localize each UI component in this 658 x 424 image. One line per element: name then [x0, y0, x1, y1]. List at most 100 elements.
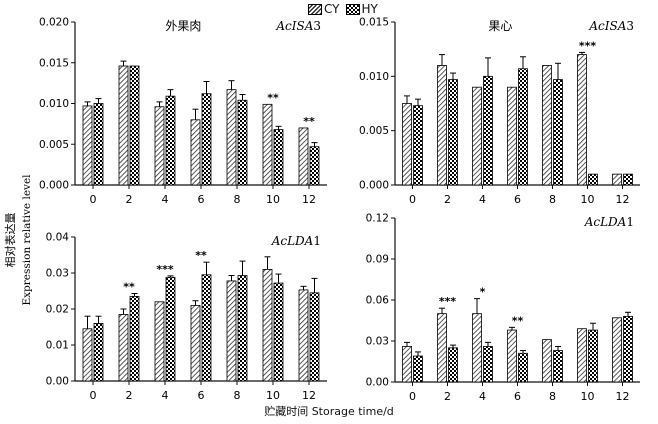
- chart-panel-top-right: 0.000 0.005 0.010 0.015 0 2 4 6 8 10 12 *** 果心 AcISA3: [359, 17, 640, 206]
- y-tick-label: 0.00: [366, 377, 389, 389]
- x-tick-label: 0: [409, 390, 416, 403]
- y-tick-label: 0.06: [366, 295, 390, 307]
- panel-title: 外果肉: [165, 19, 201, 33]
- x-tick-label: 4: [162, 389, 169, 402]
- y-tick-label: 0.00: [46, 376, 69, 388]
- bar-hy: [165, 276, 176, 382]
- y-tick-label: 0.12: [366, 213, 389, 225]
- bar-cy: [507, 329, 517, 383]
- y-tick-label: 0.015: [359, 17, 389, 29]
- bar-cy: [118, 65, 129, 186]
- significance-label: ***: [439, 295, 457, 308]
- bar-hy: [518, 352, 528, 383]
- y-tick-label: 0.01: [46, 340, 69, 352]
- bar-cy: [82, 328, 93, 382]
- bar-hy: [309, 292, 320, 382]
- x-axis-title-en: Storage time/d: [311, 405, 394, 418]
- x-tick-label: 4: [479, 193, 486, 206]
- x-tick-label: 12: [616, 193, 630, 206]
- gene-label-italic: AcISA: [275, 19, 313, 33]
- legend-item-hy: HY: [345, 2, 378, 16]
- gene-label: AcLDA1: [584, 215, 634, 229]
- y-tick-label: 0.000: [39, 180, 69, 192]
- bar-cy: [577, 328, 587, 383]
- bar-hy: [588, 173, 598, 186]
- bar-cy: [612, 317, 622, 383]
- y-axis-title-en: Expression relative level: [21, 174, 33, 306]
- y-tick-label: 0.020: [39, 17, 69, 29]
- bar-cy: [437, 65, 447, 186]
- bar-cy: [577, 54, 587, 186]
- bar-cy: [262, 103, 273, 186]
- significance-label: **: [512, 314, 524, 327]
- bar-hy: [309, 146, 320, 186]
- bar-cy: [298, 127, 309, 186]
- legend-label-cy: CY: [324, 2, 340, 16]
- cy-swatch-icon: [308, 3, 322, 15]
- x-tick-label: 2: [126, 389, 133, 402]
- x-tick-label: 0: [90, 193, 97, 206]
- legend: CY HY: [308, 2, 378, 16]
- bar-hy: [448, 79, 458, 186]
- significance-label: **: [303, 115, 315, 128]
- significance-label: *: [480, 286, 486, 299]
- bar-hy: [273, 282, 284, 382]
- chart-panel-top-left: 0.000 0.005 0.010 0.015 0.020 0 2 4 6 8 10 12 ** ** 外果…: [39, 17, 327, 206]
- bar-cy: [298, 289, 309, 382]
- bar-hy: [518, 68, 528, 186]
- bar-cy: [226, 280, 237, 382]
- x-tick-label: 6: [514, 390, 521, 403]
- y-tick-label: 0.03: [366, 336, 389, 348]
- y-tick-label: 0.09: [366, 254, 389, 266]
- bar-hy: [201, 274, 212, 382]
- bar-hy: [448, 347, 458, 383]
- bar-cy: [542, 65, 552, 186]
- bar-cy: [190, 119, 201, 186]
- legend-item-cy: CY: [308, 2, 340, 16]
- significance-label: **: [267, 91, 279, 104]
- bar-hy: [129, 295, 140, 382]
- y-tick-label: 0.000: [359, 180, 389, 192]
- bar-hy: [483, 346, 493, 383]
- gene-label-italic: AcLDA: [271, 234, 314, 248]
- bar-cy: [262, 268, 273, 382]
- legend-label-hy: HY: [361, 2, 378, 16]
- bar-hy: [623, 315, 633, 383]
- bar-cy: [472, 313, 482, 383]
- x-tick-label: 10: [266, 389, 280, 402]
- significance-label: ***: [579, 39, 597, 52]
- x-axis-title: 贮藏时间 Storage time/d: [0, 403, 658, 419]
- x-tick-label: 10: [581, 193, 595, 206]
- bar-hy: [553, 79, 563, 186]
- bar-hy: [237, 99, 248, 186]
- bar-cy: [154, 301, 165, 382]
- x-tick-label: 8: [234, 193, 241, 206]
- y-tick-label: 0.04: [46, 232, 70, 244]
- significance-label: **: [123, 281, 135, 294]
- y-tick-label: 0.005: [39, 139, 69, 151]
- gene-label: AcISA3: [588, 19, 634, 33]
- significance-label: **: [195, 249, 207, 262]
- bar-hy: [553, 350, 563, 383]
- gene-label-italic: AcLDA: [584, 215, 627, 229]
- bar-hy: [237, 275, 248, 382]
- bar-hy: [413, 355, 423, 383]
- gene-label-italic: AcISA: [588, 19, 626, 33]
- bar-cy: [472, 86, 482, 186]
- x-tick-label: 8: [234, 389, 241, 402]
- bar-cy: [437, 313, 447, 383]
- y-tick-label: 0.010: [359, 71, 389, 83]
- bar-cy: [154, 106, 165, 186]
- x-tick-label: 8: [549, 390, 556, 403]
- y-axis-title-cn: 相对表达量: [3, 213, 17, 268]
- bar-hy: [273, 129, 284, 186]
- panel-title: 果心: [488, 19, 512, 33]
- x-tick-label: 6: [514, 193, 521, 206]
- gene-label-number: 3: [626, 19, 634, 33]
- gene-label-number: 1: [626, 215, 634, 229]
- hy-swatch-icon: [345, 3, 360, 15]
- x-tick-label: 12: [302, 193, 316, 206]
- x-tick-label: 0: [90, 389, 97, 402]
- bar-cy: [402, 103, 412, 186]
